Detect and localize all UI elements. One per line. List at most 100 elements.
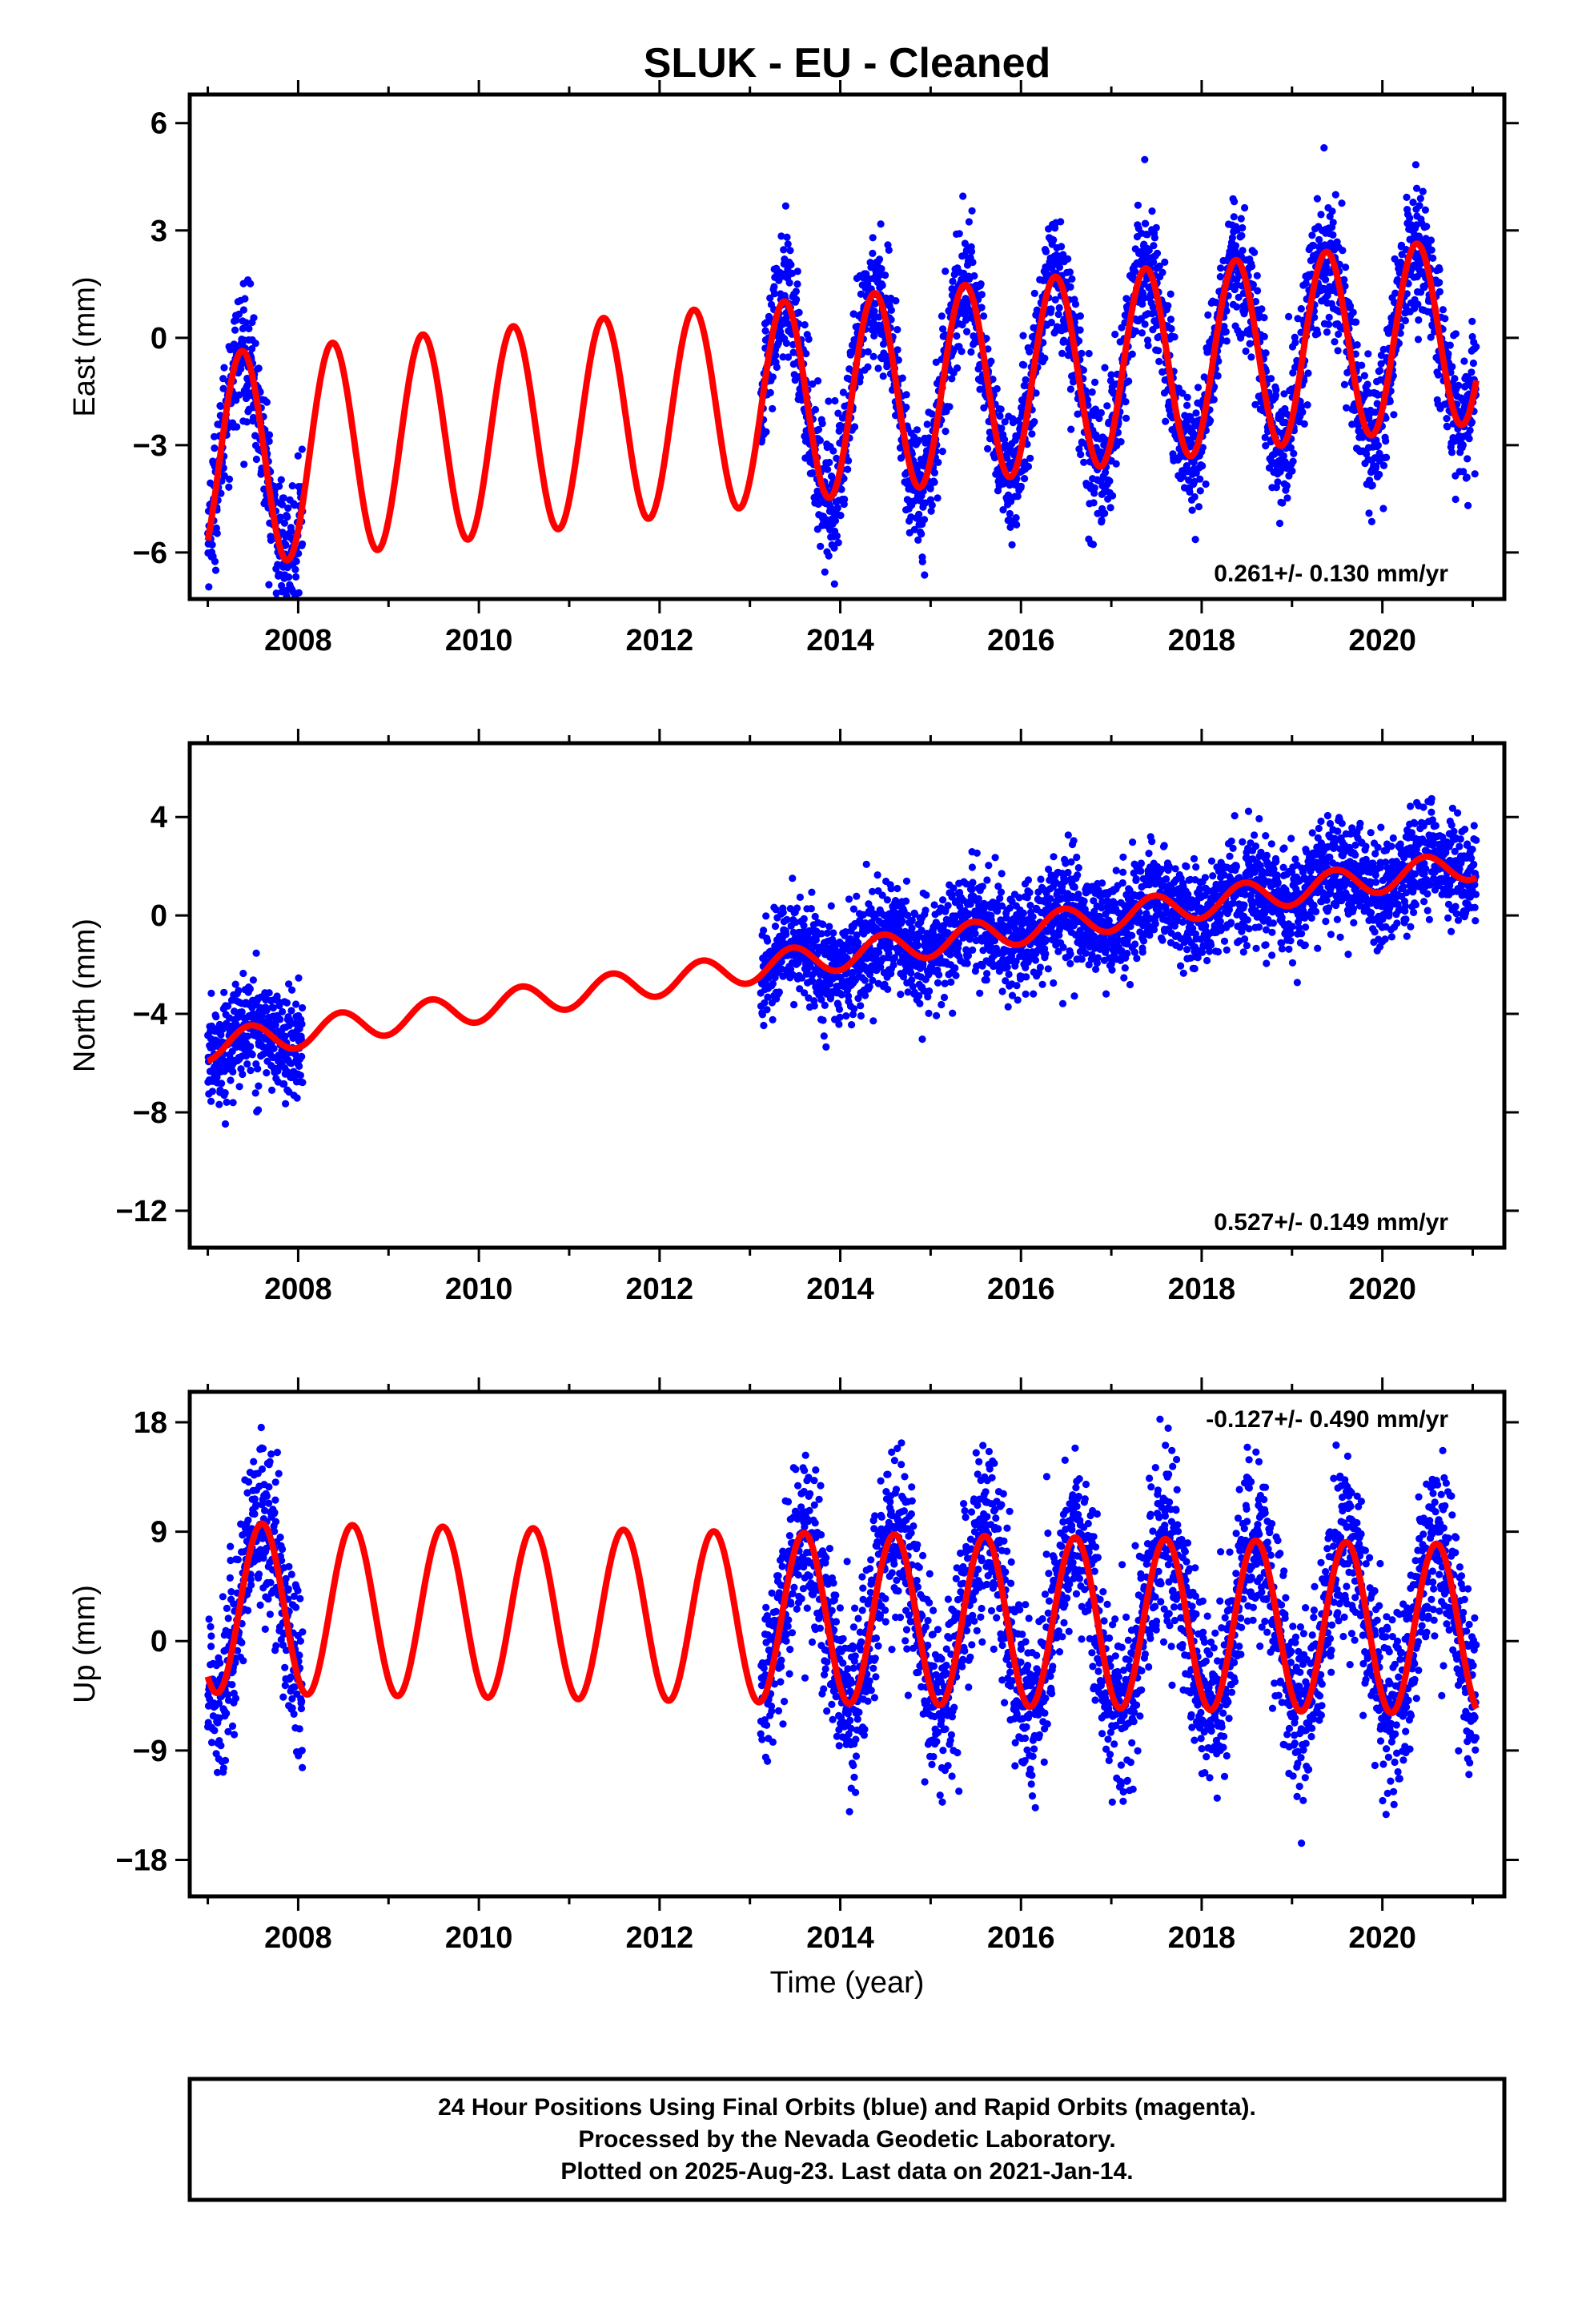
data-point bbox=[879, 372, 887, 380]
data-point bbox=[207, 989, 215, 997]
data-point bbox=[227, 1076, 235, 1084]
data-point bbox=[953, 332, 961, 340]
data-point bbox=[298, 445, 306, 453]
data-point bbox=[1014, 996, 1022, 1004]
data-point bbox=[1030, 990, 1038, 998]
data-point bbox=[857, 1011, 865, 1020]
data-point bbox=[851, 423, 859, 431]
data-point bbox=[265, 437, 273, 445]
plot-area bbox=[204, 144, 1480, 599]
data-point bbox=[1094, 509, 1102, 517]
data-point bbox=[239, 324, 247, 332]
data-point bbox=[1427, 236, 1435, 244]
data-point bbox=[996, 895, 1004, 903]
data-point bbox=[892, 297, 900, 305]
data-point bbox=[834, 539, 842, 547]
data-point bbox=[252, 455, 260, 464]
data-point bbox=[1290, 449, 1298, 458]
data-point bbox=[842, 1012, 850, 1020]
data-point bbox=[779, 353, 787, 361]
data-point bbox=[1325, 313, 1333, 321]
data-point bbox=[231, 326, 239, 334]
data-point bbox=[1249, 280, 1257, 289]
data-point bbox=[1472, 343, 1480, 351]
data-point bbox=[231, 980, 239, 988]
data-point bbox=[1360, 372, 1368, 380]
data-point bbox=[862, 860, 870, 868]
data-point bbox=[1058, 349, 1066, 357]
data-point bbox=[293, 1094, 301, 1102]
data-point bbox=[907, 969, 915, 977]
data-point bbox=[1075, 337, 1083, 345]
data-point bbox=[942, 267, 950, 275]
data-point bbox=[1303, 401, 1311, 409]
data-point bbox=[295, 549, 303, 557]
y-axis-label-east: East (mm) bbox=[68, 276, 102, 416]
data-point bbox=[1164, 302, 1172, 310]
data-point bbox=[1100, 441, 1108, 449]
data-point bbox=[1080, 458, 1088, 466]
data-point bbox=[292, 557, 300, 565]
data-point bbox=[242, 319, 250, 327]
data-point bbox=[782, 339, 791, 348]
data-point bbox=[1451, 375, 1459, 383]
data-point bbox=[235, 987, 243, 995]
data-point bbox=[1101, 364, 1109, 372]
data-point bbox=[923, 420, 931, 428]
data-point bbox=[781, 202, 790, 210]
data-point bbox=[1465, 435, 1473, 443]
data-point bbox=[1335, 330, 1343, 338]
data-point bbox=[869, 234, 877, 242]
data-point bbox=[1077, 450, 1085, 459]
data-point bbox=[951, 964, 959, 972]
data-point bbox=[262, 497, 270, 505]
data-point bbox=[779, 908, 787, 916]
data-point bbox=[808, 888, 816, 896]
data-point bbox=[1452, 330, 1460, 338]
data-point bbox=[1464, 501, 1472, 509]
data-point bbox=[1030, 418, 1038, 426]
data-point bbox=[218, 1080, 226, 1088]
data-point bbox=[298, 1052, 306, 1060]
data-point bbox=[920, 516, 929, 524]
data-point bbox=[908, 924, 916, 932]
data-point bbox=[1055, 304, 1063, 312]
data-point bbox=[270, 1044, 278, 1052]
data-point bbox=[1239, 223, 1247, 232]
data-point bbox=[869, 1017, 877, 1025]
data-point bbox=[834, 409, 842, 417]
data-point bbox=[1068, 275, 1076, 283]
data-point bbox=[1374, 441, 1382, 449]
data-point bbox=[239, 969, 247, 978]
data-point bbox=[763, 1006, 771, 1014]
data-point bbox=[1368, 481, 1376, 489]
data-point bbox=[814, 425, 823, 434]
data-point bbox=[1008, 541, 1016, 549]
data-point bbox=[802, 350, 810, 358]
data-point bbox=[987, 357, 995, 365]
data-point bbox=[1058, 999, 1067, 1007]
data-point bbox=[1095, 414, 1103, 423]
data-point bbox=[1004, 1003, 1012, 1011]
data-point bbox=[1150, 242, 1158, 250]
data-point bbox=[1207, 416, 1215, 424]
data-point bbox=[831, 396, 839, 405]
data-point bbox=[255, 1082, 263, 1090]
data-point bbox=[916, 999, 924, 1007]
data-point bbox=[1238, 231, 1246, 239]
data-point bbox=[1183, 401, 1191, 409]
data-point bbox=[833, 504, 841, 512]
data-point bbox=[844, 465, 852, 473]
data-point bbox=[821, 568, 829, 576]
data-point bbox=[1178, 389, 1186, 397]
data-point bbox=[985, 862, 993, 870]
data-point bbox=[775, 988, 784, 996]
data-point bbox=[248, 1051, 256, 1059]
data-point bbox=[240, 460, 248, 468]
data-point bbox=[235, 1083, 243, 1091]
data-point bbox=[265, 581, 273, 589]
data-point bbox=[869, 249, 877, 257]
data-point bbox=[1079, 366, 1087, 374]
data-point bbox=[1190, 458, 1198, 466]
x-tick-label: 2016 bbox=[987, 624, 1055, 657]
